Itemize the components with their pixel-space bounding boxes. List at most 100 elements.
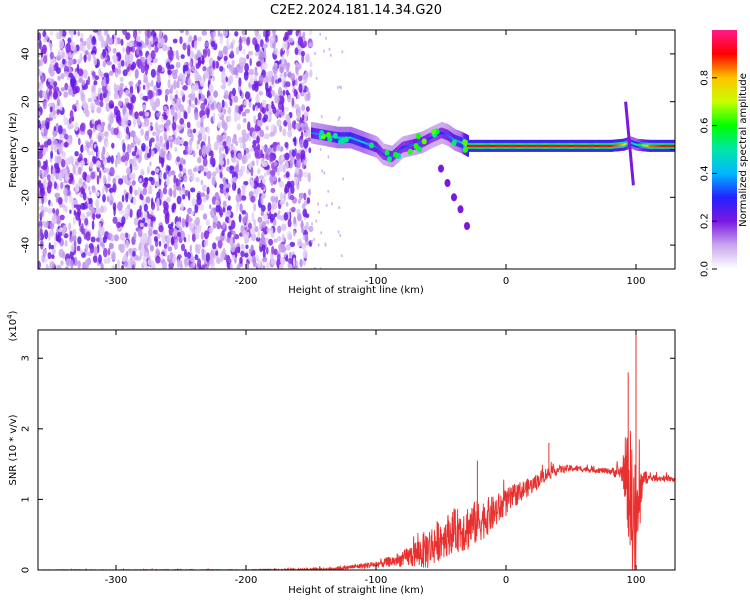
noise-blob [180,202,184,211]
noise-blob [306,87,309,92]
noise-blob [144,177,149,182]
noise-blob [215,61,220,69]
y-tick-label: 20 [21,95,32,108]
noise-blob [62,204,66,209]
noise-blob [240,104,244,112]
noise-blob [219,65,224,72]
noise-blob [173,241,178,250]
noise-blob [57,75,61,81]
noise-blob [304,131,309,137]
noise-blob [55,215,62,225]
noise-blob [52,208,56,214]
noise-blob [43,127,47,137]
ridge-blob [332,132,338,139]
noise-blob [38,119,41,129]
noise-blob [127,103,133,110]
noise-blob [265,34,268,42]
noise-blob [179,163,183,172]
noise-blob [68,117,72,125]
noise-blob [221,230,225,237]
noise-blob [294,47,299,56]
noise-blob [179,117,185,125]
noise-blob [338,206,341,210]
ridge-blob [421,138,427,145]
noise-blob [177,110,182,120]
noise-blob [276,144,282,152]
y-tick-label: -40 [21,237,32,253]
noise-blob [117,201,123,212]
noise-blob [40,71,43,76]
noise-blob [136,85,140,94]
noise-blob [295,108,299,114]
noise-blob [288,37,294,43]
noise-blob [82,69,88,77]
ridge-core [511,144,514,148]
noise-blob [145,37,149,46]
noise-blob [329,53,332,57]
noise-blob [72,104,76,111]
noise-blob [159,141,164,148]
noise-blob [273,212,278,218]
ridge-core [407,144,410,147]
noise-blob [77,30,81,37]
noise-blob [263,133,269,140]
noise-blob [217,105,222,113]
ridge-core [454,139,457,142]
noise-blob [85,231,91,241]
noise-blob [222,30,228,37]
noise-blob [251,83,256,91]
noise-blob [306,197,311,204]
noise-blob [119,87,124,96]
ridge-core [610,144,613,148]
noise-blob [271,169,276,178]
noise-blob [291,97,295,107]
noise-blob [274,94,280,104]
noise-blob [131,264,135,269]
ridge-core [520,144,522,148]
noise-blob [95,191,100,197]
noise-blob [70,75,76,86]
snr-series [38,430,675,570]
noise-blob [191,133,194,142]
noise-blob [206,108,210,119]
ridge-core [600,144,603,148]
noise-blob [100,226,105,237]
noise-blob [342,177,345,181]
noise-blob [136,41,142,47]
noise-blob [252,104,256,112]
noise-blob [155,168,160,174]
noise-blob [56,54,62,61]
noise-blob [247,121,251,131]
noise-blob [121,265,124,269]
y-tick-label: 0 [21,567,32,573]
noise-blob [219,208,223,218]
noise-blob [93,57,98,66]
noise-blob [226,38,230,48]
noise-blob [167,223,173,229]
noise-blob [111,142,115,149]
noise-blob [240,243,244,250]
noise-blob [246,36,251,46]
noise-blob [41,123,45,129]
noise-blob [267,30,271,37]
ridge-core [338,136,340,139]
noise-blob [86,174,91,184]
noise-blob [265,219,270,225]
noise-blob [158,240,162,247]
noise-blob [142,187,147,196]
noise-blob [129,247,133,257]
ridge-core [672,144,675,148]
ridge-blob [407,148,413,155]
noise-blob [41,173,45,179]
noise-blob [248,177,253,183]
ridge-core [428,137,431,140]
ridge-core [442,132,444,135]
snr-marks [38,330,675,570]
noise-blob [57,51,61,57]
noise-blob [269,131,274,137]
ridge-core [532,144,535,148]
noise-blob [286,62,290,72]
noise-blob [339,85,341,89]
x-tick-label: -100 [365,276,388,287]
